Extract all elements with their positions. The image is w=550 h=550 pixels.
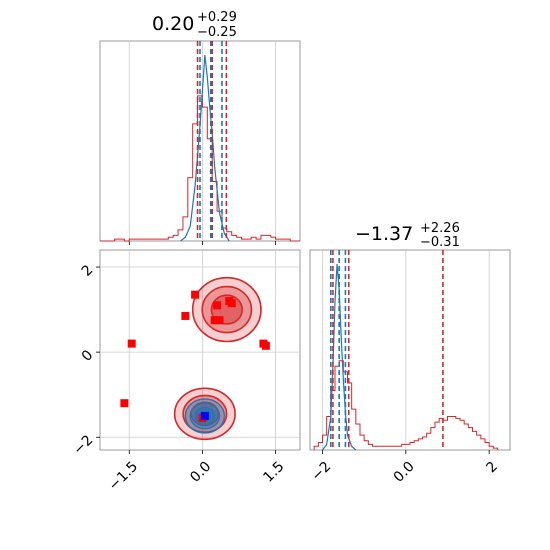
scatter-ytick-label: −2: [70, 432, 96, 458]
param2-title: −1.37 +2.26 −0.31: [355, 221, 460, 250]
param1-title-median: 0.20: [152, 13, 194, 35]
square-marker: [261, 341, 270, 350]
square-marker: [127, 339, 136, 348]
param1-title-minus: −0.25: [197, 25, 237, 40]
hist2-hist-red: [313, 360, 498, 450]
joint-posterior-panel: −1.5 0.0 1.5 −2 0 2: [70, 249, 301, 494]
square-marker: [120, 399, 129, 408]
param1-title: 0.20 +0.29 −0.25: [152, 10, 237, 40]
scatter-xtick-label: 0.0: [187, 459, 214, 486]
hist2-xtick-label: 0.0: [391, 459, 418, 486]
param1-title-plus: +0.29: [197, 10, 237, 25]
hist1-hist-red: [100, 95, 300, 242]
square-marker: [227, 299, 236, 308]
hist2-xtick-label: −2: [308, 459, 334, 485]
scatter-xtick-label: −1.5: [106, 459, 141, 494]
param2-title-median: −1.37: [355, 223, 413, 245]
scatter-ytick-label: 0: [79, 347, 97, 365]
square-marker: [210, 316, 219, 325]
hist2-frame: [309, 249, 511, 451]
histogram-param2-panel: −2 0.0 2: [308, 249, 511, 486]
param2-title-minus: −0.31: [420, 235, 460, 250]
scatter-frame: [99, 249, 301, 451]
histogram-param1-panel: [99, 40, 301, 245]
param2-title-plus: +2.26: [420, 221, 460, 236]
hist2-xtick-label: 2: [483, 459, 501, 477]
scatter-ytick-label: 2: [79, 262, 97, 280]
hist1-hist-blue: [180, 54, 230, 242]
scatter-xtick-label: 1.5: [260, 459, 287, 486]
square-marker: [181, 311, 190, 320]
square-marker: [213, 301, 222, 310]
square-marker: [191, 290, 200, 299]
square-marker: [215, 316, 224, 325]
truth-marker: [200, 411, 209, 420]
